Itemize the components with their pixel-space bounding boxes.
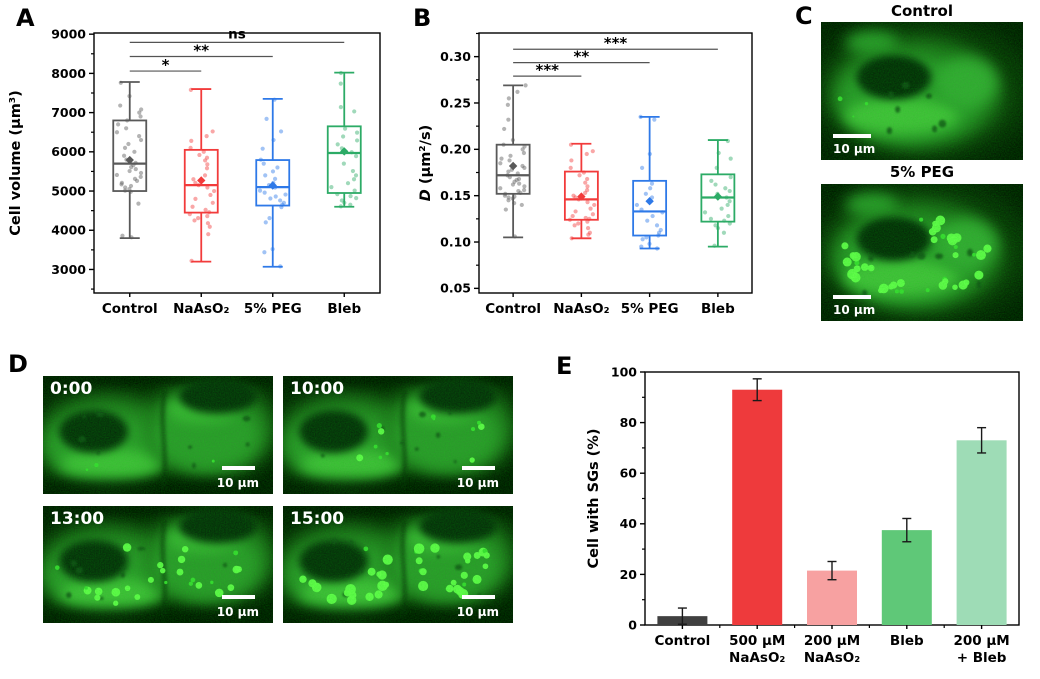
scale-bar-label: 10 μm	[833, 141, 876, 156]
svg-text:Control: Control	[654, 633, 710, 649]
svg-text:5% PEG: 5% PEG	[621, 301, 679, 317]
svg-text:9000: 9000	[51, 27, 86, 42]
svg-text:60: 60	[620, 466, 638, 481]
micrograph-title-5-peg: 5% PEG	[889, 163, 955, 181]
svg-text:5000: 5000	[51, 183, 86, 198]
panel-label-b: B	[413, 4, 432, 32]
svg-text:200 μM: 200 μM	[953, 633, 1009, 649]
svg-text:Control: Control	[485, 301, 541, 317]
svg-text:ns: ns	[228, 26, 246, 42]
scale-bar-label: 10 μm	[216, 475, 259, 490]
svg-text:+ Bleb: + Bleb	[957, 650, 1007, 666]
scale-bar	[222, 595, 255, 599]
svg-text:0.25: 0.25	[440, 95, 471, 110]
svg-text:0: 0	[628, 617, 637, 632]
timelapse-frame-3: 15:00 10 μm	[283, 506, 513, 623]
panel-label-c: C	[795, 2, 813, 30]
scale-bar	[833, 295, 871, 299]
svg-text:NaAsO₂: NaAsO₂	[804, 650, 860, 666]
svg-text:3000: 3000	[51, 262, 86, 277]
svg-text:0.05: 0.05	[440, 281, 471, 296]
svg-text:D (μm²/s): D (μm²/s)	[418, 125, 434, 201]
scale-bar-label: 10 μm	[833, 302, 876, 317]
svg-text:Cell with SGs (%): Cell with SGs (%)	[586, 429, 602, 569]
svg-text:NaAsO₂: NaAsO₂	[173, 301, 229, 317]
timestamp-label: 13:00	[50, 509, 105, 529]
svg-text:7000: 7000	[51, 105, 86, 120]
svg-text:Bleb: Bleb	[327, 301, 361, 317]
svg-text:500 μM: 500 μM	[729, 633, 785, 649]
svg-text:0.30: 0.30	[440, 49, 471, 64]
svg-text:Bleb: Bleb	[701, 301, 735, 317]
scale-bar-label: 10 μm	[456, 604, 499, 619]
svg-text:**: **	[193, 42, 209, 60]
svg-text:4000: 4000	[51, 223, 86, 238]
svg-text:0.15: 0.15	[440, 188, 471, 203]
timestamp-label: 10:00	[290, 379, 345, 399]
timelapse-frame-0: 0:00 10 μm	[43, 376, 273, 494]
micrograph-5-peg: 10 μm	[821, 184, 1023, 321]
panel-label-e: E	[556, 352, 573, 380]
micrograph-title-control: Control	[890, 2, 953, 20]
svg-text:5% PEG: 5% PEG	[244, 301, 302, 317]
svg-text:0.10: 0.10	[440, 234, 471, 249]
svg-text:Control: Control	[102, 301, 158, 317]
panel-label-d: D	[8, 350, 28, 378]
timestamp-label: 0:00	[50, 379, 93, 399]
svg-text:NaAsO₂: NaAsO₂	[729, 650, 785, 666]
svg-text:100: 100	[611, 364, 637, 379]
svg-text:NaAsO₂: NaAsO₂	[553, 301, 609, 317]
micrograph-control: 10 μm	[821, 22, 1023, 160]
scale-bar	[462, 595, 495, 599]
timelapse-frame-2: 13:00 10 μm	[43, 506, 273, 623]
svg-text:Bleb: Bleb	[890, 633, 924, 649]
scale-bar	[833, 134, 871, 138]
svg-text:0.20: 0.20	[440, 142, 471, 157]
svg-text:*: *	[162, 56, 170, 74]
timestamp-label: 15:00	[290, 509, 345, 529]
svg-text:**: **	[574, 48, 590, 66]
svg-text:Cell volume (μm³): Cell volume (μm³)	[8, 90, 24, 236]
panel-label-a: A	[16, 4, 35, 32]
svg-text:80: 80	[620, 415, 638, 430]
scale-bar-label: 10 μm	[456, 475, 499, 490]
svg-text:20: 20	[620, 567, 638, 582]
svg-text:40: 40	[620, 516, 638, 531]
svg-text:6000: 6000	[51, 144, 86, 159]
scale-bar	[222, 466, 255, 470]
scale-bar	[462, 466, 495, 470]
scale-bar-label: 10 μm	[216, 604, 259, 619]
svg-text:***: ***	[535, 61, 559, 79]
timelapse-frame-1: 10:00 10 μm	[283, 376, 513, 494]
svg-text:***: ***	[604, 34, 628, 52]
svg-text:8000: 8000	[51, 66, 86, 81]
svg-text:200 μM: 200 μM	[804, 633, 860, 649]
